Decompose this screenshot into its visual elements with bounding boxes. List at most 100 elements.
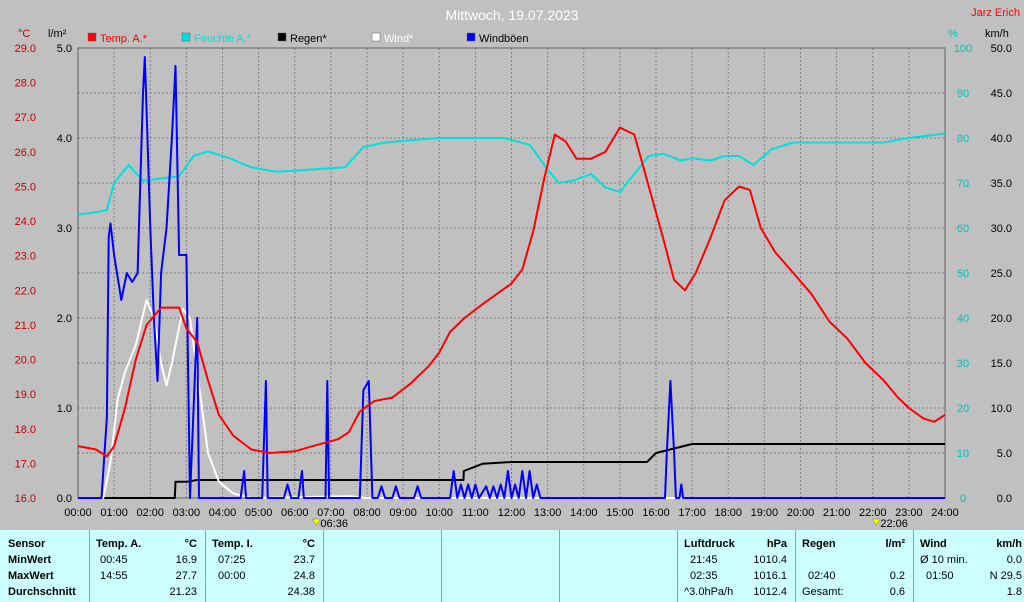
x-tick-label: 04:00	[209, 507, 237, 519]
sensor-column: Sensor MinWert MaxWert Durchschnitt	[0, 530, 90, 602]
series-line	[78, 56, 945, 499]
series-line	[78, 443, 945, 499]
temp-i-avg-value: 24.38	[287, 586, 315, 598]
sunset-label: 22:06	[880, 518, 908, 530]
x-tick-label: 21:00	[823, 507, 851, 519]
legend-swatch	[87, 32, 97, 42]
luftdruck-trend: ^3.0hPa/h	[684, 586, 734, 598]
humidity-tick-label: 60	[957, 223, 969, 235]
humidity-tick-label: 50	[957, 268, 969, 280]
legend-entry: Temp. A.*	[100, 33, 148, 45]
x-tick-label: 03:00	[173, 507, 201, 519]
x-tick-label: 07:00	[317, 507, 345, 519]
series-line	[77, 132, 946, 216]
wind-column: Wind km/h Ø 10 min. 0.0 01:50 N 29.5 1.8	[914, 530, 1024, 602]
temp-i-max-value: 24.8	[293, 570, 315, 582]
temp-tick-label: 24.0	[15, 216, 36, 228]
temp-tick-label: 26.0	[15, 147, 36, 159]
temp-tick-label: 16.0	[15, 493, 36, 505]
row-label-avg: Durchschnitt	[8, 586, 76, 598]
temp-tick-label: 17.0	[15, 458, 36, 470]
x-tick-label: 19:00	[751, 507, 779, 519]
x-tick-label: 10:00	[425, 507, 453, 519]
x-tick-label: 15:00	[606, 507, 634, 519]
humidity-tick-label: 30	[957, 358, 969, 370]
humidity-tick-label: 70	[957, 178, 969, 190]
temp-tick-label: 23.0	[15, 251, 36, 263]
empty-column-3	[560, 530, 678, 602]
temp-tick-label: 22.0	[15, 285, 36, 297]
legend-entry: Wind*	[384, 33, 414, 45]
temp-i-column: Temp. I. °C 07:25 23.7 00:00 24.8 24.38	[206, 530, 324, 602]
temp-a-max-time: 14:55	[100, 570, 128, 582]
left-axis-unit-rain: l/m²	[48, 28, 67, 40]
wind-tick-label: 5.0	[997, 448, 1012, 460]
luftdruck-header: Luftdruck	[684, 538, 735, 550]
wind-avg10-label: Ø 10 min.	[920, 554, 968, 566]
legend-entry: Windböen	[479, 33, 529, 45]
x-tick-label: 17:00	[678, 507, 706, 519]
legend-swatch	[466, 32, 476, 42]
humidity-tick-label: 10	[957, 448, 969, 460]
regen-header: Regen	[802, 538, 836, 550]
wind-tick-label: 40.0	[991, 133, 1012, 145]
series-line	[77, 126, 946, 458]
temp-a-unit: °C	[184, 538, 197, 550]
x-tick-label: 18:00	[714, 507, 742, 519]
rain-tick-label: 2.0	[57, 313, 72, 325]
wind-tick-label: 20.0	[991, 313, 1012, 325]
temp-tick-label: 25.0	[15, 181, 36, 193]
legend-swatch	[277, 32, 287, 42]
wind-avg10-value: 0.0	[1006, 554, 1022, 566]
luftdruck-min-value: 1010.4	[753, 554, 787, 566]
x-tick-label: 06:00	[281, 507, 309, 519]
sunrise-marker	[311, 518, 321, 526]
regen-total-label: Gesamt:	[802, 586, 844, 598]
rain-tick-label: 0.0	[57, 493, 72, 505]
temp-i-header: Temp. I.	[212, 538, 253, 550]
wind-unit: km/h	[996, 538, 1022, 550]
x-tick-label: 09:00	[389, 507, 417, 519]
x-tick-label: 23:00	[895, 507, 923, 519]
temp-tick-label: 20.0	[15, 355, 36, 367]
legend-entry: Regen*	[290, 33, 327, 45]
x-tick-label: 00:00	[64, 507, 92, 519]
x-tick-label: 24:00	[931, 507, 959, 519]
x-tick-label: 16:00	[642, 507, 670, 519]
x-tick-label: 12:00	[498, 507, 526, 519]
weather-chart: Mittwoch, 19.07.2023 Jarz Erich °C l/m²% km/…	[14, 7, 1020, 530]
rain-tick-label: 5.0	[57, 43, 72, 55]
legend-entry: Feuchte A.*	[194, 33, 252, 45]
sunset-marker	[871, 518, 881, 526]
luftdruck-max-value: 1016.1	[753, 570, 787, 582]
wind-max-time: 01:50	[926, 570, 954, 582]
temp-a-column: Temp. A. °C 00:45 16.9 14:55 27.7 21.23	[90, 530, 206, 602]
wind-tick-label: 0.0	[997, 493, 1012, 505]
wind-tick-label: 10.0	[991, 403, 1012, 415]
luftdruck-column: Luftdruck hPa 21:45 1010.4 02:35 1016.1 …	[678, 530, 796, 602]
empty-column-2	[442, 530, 560, 602]
temp-tick-label: 21.0	[15, 320, 36, 332]
luftdruck-min-time: 21:45	[690, 554, 718, 566]
regen-total-value: 0.6	[889, 586, 905, 598]
wind-tick-label: 35.0	[991, 178, 1012, 190]
author-label: Jarz Erich	[971, 7, 1020, 19]
regen-unit: l/m²	[885, 538, 905, 550]
wind-avg-value: 1.8	[1006, 586, 1022, 598]
luftdruck-avg-value: 1012.4	[753, 586, 787, 598]
x-tick-label: 05:00	[245, 507, 273, 519]
right-axis-unit-wind: km/h	[985, 28, 1009, 40]
temp-tick-label: 18.0	[15, 424, 36, 436]
regen-max-value: 0.2	[889, 570, 905, 582]
rain-tick-label: 3.0	[57, 223, 72, 235]
x-tick-label: 22:00	[859, 507, 887, 519]
rain-tick-label: 4.0	[57, 133, 72, 145]
humidity-tick-label: 80	[957, 133, 969, 145]
wind-tick-label: 45.0	[991, 88, 1012, 100]
statistics-panel: Sensor MinWert MaxWert Durchschnitt Temp…	[0, 530, 1024, 602]
wind-header: Wind	[920, 538, 947, 550]
wind-tick-label: 50.0	[991, 43, 1012, 55]
empty-column-1	[324, 530, 442, 602]
temp-a-min-value: 16.9	[175, 554, 197, 566]
right-axis-unit-hum: %	[948, 28, 958, 40]
